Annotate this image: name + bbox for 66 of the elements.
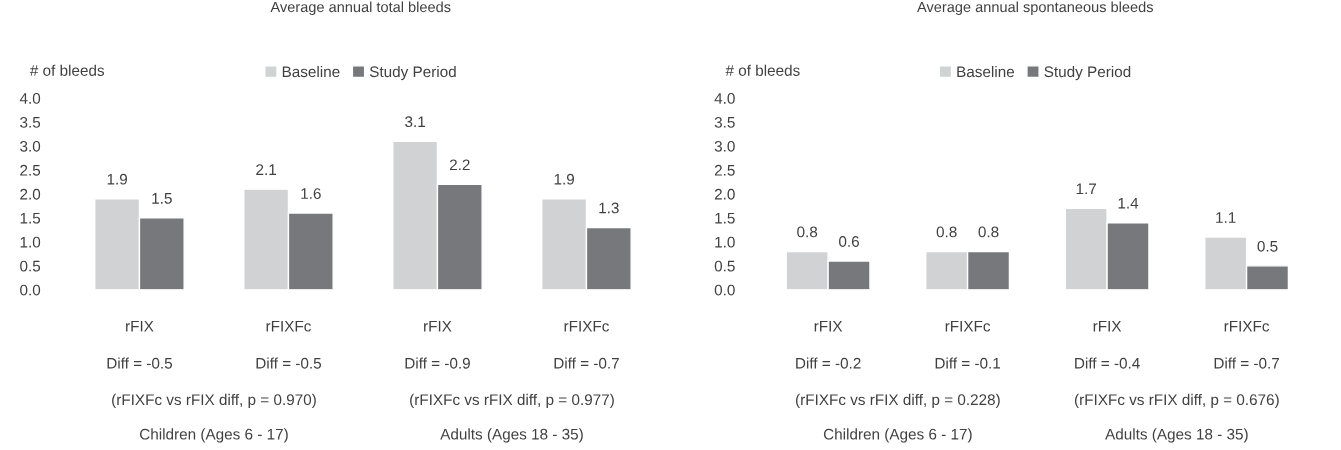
x-tick-label: rFIXFc — [1224, 320, 1270, 332]
text: Children (Ages 6 - 17) — [140, 428, 288, 443]
legend-label: Baseline — [957, 65, 1015, 78]
data-label: 0.6 — [839, 236, 859, 247]
text: Adults (Ages 18 - 35) — [440, 428, 583, 443]
y-axis-title: # of bleeds — [725, 64, 800, 76]
text: Diff = -0.9 — [405, 357, 470, 369]
y-tick-label: 2.5 — [20, 164, 41, 176]
y-tick-label: 3.0 — [714, 140, 735, 152]
data-label: 1.5 — [152, 193, 172, 204]
data-label: 2.2 — [449, 159, 470, 171]
text: Diff = -0.7 — [1214, 357, 1280, 369]
data-label: 0.5 — [1257, 240, 1278, 252]
legend-label: Study Period — [1044, 65, 1131, 81]
data-label: 1.4 — [1118, 197, 1139, 209]
y-tick-label: 1.0 — [715, 236, 735, 248]
y-tick-label: 0.5 — [714, 260, 735, 272]
data-label: 0.8 — [797, 226, 818, 238]
text: (rFIXFc vs rFIX diff, p = 0.970) — [112, 393, 316, 409]
text: Diff = -0.4 — [1075, 357, 1140, 369]
y-tick-label: 4.0 — [714, 92, 735, 104]
x-tick-label: rFIXFc — [266, 320, 311, 332]
data-label: 0.8 — [936, 226, 957, 238]
text: (rFIXFc vs rFIX diff, p = 0.977) — [410, 393, 614, 409]
x-tick-label: rFIX — [126, 320, 154, 332]
y-tick-label: 1.5 — [715, 212, 735, 224]
data-label: 2.1 — [256, 164, 276, 175]
y-tick-label: 3.5 — [20, 116, 41, 128]
data-label: 1.6 — [301, 188, 321, 199]
x-tick-label: rFIXFc — [945, 320, 991, 332]
data-label: 0.8 — [978, 226, 999, 238]
y-tick-label: 1.0 — [20, 236, 41, 248]
y-tick-label: 4.0 — [19, 92, 41, 104]
y-tick-label: 3.0 — [20, 140, 41, 152]
legend-label: Baseline — [282, 65, 340, 78]
x-tick-label: rFIXFc — [564, 320, 609, 332]
y-tick-label: 0.0 — [20, 284, 41, 296]
x-tick-label: rFIX — [424, 320, 452, 332]
x-tick-label: rFIX — [814, 320, 843, 332]
y-tick-label: 0.5 — [20, 260, 41, 272]
text: Adults (Ages 18 - 35) — [1105, 428, 1248, 443]
y-tick-label: 2.0 — [20, 188, 41, 200]
data-label: 1.9 — [107, 173, 128, 185]
data-label: 1.3 — [599, 202, 619, 214]
y-tick-label: 0.0 — [714, 284, 735, 296]
text: Diff = -0.5 — [256, 357, 322, 369]
data-label: 1.1 — [1216, 212, 1236, 223]
chart-title: Average annual total bleeds — [270, 1, 451, 16]
text: Diff = -0.1 — [935, 357, 1001, 369]
legend-label: Study Period — [369, 65, 456, 81]
chart-title: Average annual spontaneous bleeds — [917, 1, 1153, 16]
data-label: 3.1 — [405, 116, 425, 128]
text: Diff = -0.5 — [107, 357, 173, 369]
y-axis-title: # of bleeds — [29, 64, 105, 76]
text: Diff = -0.2 — [796, 357, 861, 369]
y-tick-label: 2.5 — [714, 164, 735, 176]
data-label: 1.7 — [1076, 183, 1097, 195]
y-tick-label: 1.5 — [20, 212, 41, 224]
text: Children (Ages 6 - 17) — [823, 428, 972, 443]
y-tick-label: 3.5 — [714, 116, 735, 128]
y-tick-label: 2.0 — [714, 188, 735, 200]
text: Diff = -0.7 — [554, 357, 619, 369]
text: (rFIXFc vs rFIX diff, p = 0.676) — [1074, 393, 1279, 409]
text: (rFIXFc vs rFIX diff, p = 0.228) — [796, 393, 1000, 409]
data-label: 1.9 — [554, 173, 575, 185]
x-tick-label: rFIX — [1093, 320, 1122, 332]
